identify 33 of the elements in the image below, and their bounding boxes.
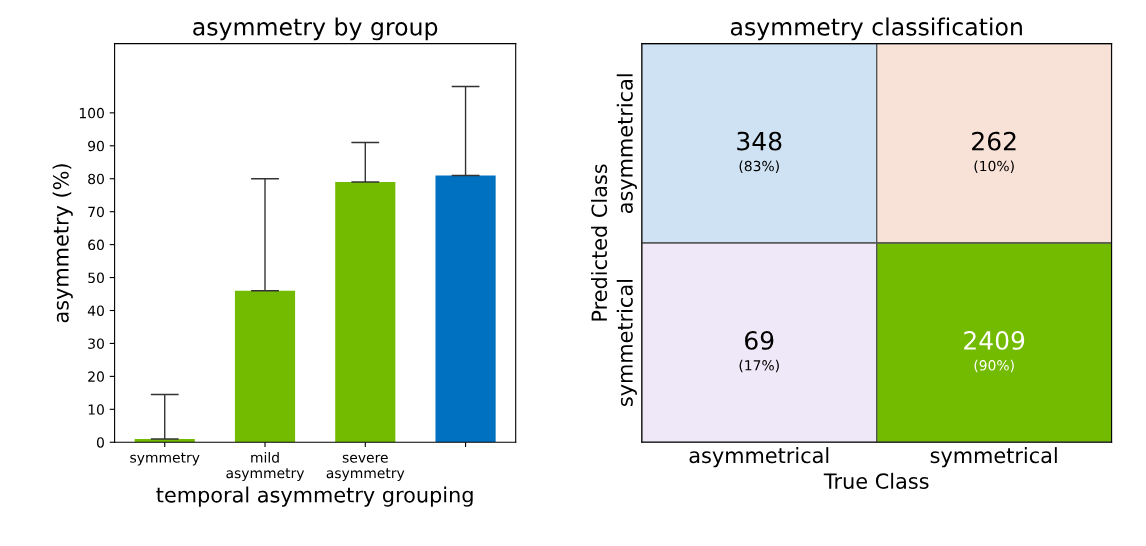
y-tick-label: 10 bbox=[88, 404, 104, 415]
x-tick-label: asymmetrical bbox=[689, 447, 829, 468]
chart-title: asymmetry classification bbox=[730, 17, 1022, 41]
y-tick-label: 30 bbox=[88, 338, 104, 349]
annotation: (83%) bbox=[739, 160, 779, 173]
data-label: 348 bbox=[737, 131, 782, 151]
bar bbox=[335, 182, 396, 443]
y-tick-label: 50 bbox=[88, 272, 104, 284]
x-tick-label: severe asymmetry bbox=[326, 454, 405, 481]
y-axis-title: Predicted Class bbox=[591, 164, 608, 321]
y-tick-label: 70 bbox=[88, 206, 104, 218]
annotation: (90%) bbox=[974, 359, 1014, 373]
y-tick-label: 40 bbox=[87, 305, 104, 316]
y-tick-label: 60 bbox=[88, 239, 104, 251]
y-tick-label: 80 bbox=[88, 173, 104, 185]
y-tick-label: 20 bbox=[88, 371, 104, 382]
data-label: 2409 bbox=[964, 330, 1025, 350]
y-tick-label: 100 bbox=[79, 107, 104, 119]
annotation: (17%) bbox=[739, 359, 779, 373]
x-axis-title: True Class bbox=[823, 472, 929, 489]
bar bbox=[435, 175, 496, 443]
y-axis-title: asymmetry (%) bbox=[52, 164, 73, 323]
y-tick-label: 90 bbox=[88, 140, 104, 152]
bar bbox=[234, 290, 296, 443]
x-tick-label: mild asymmetry bbox=[226, 451, 305, 481]
chart-title: asymmetry by group bbox=[193, 17, 438, 41]
x-tick-label: symmetry bbox=[130, 452, 200, 466]
data-label: 69 bbox=[745, 330, 774, 350]
data-label: 262 bbox=[972, 131, 1016, 151]
annotation: (10%) bbox=[974, 160, 1014, 173]
x-axis-title: temporal asymmetry grouping bbox=[156, 486, 473, 507]
y-tick-label: 0 bbox=[96, 437, 104, 448]
x-tick-label: symmetrical bbox=[930, 447, 1057, 468]
